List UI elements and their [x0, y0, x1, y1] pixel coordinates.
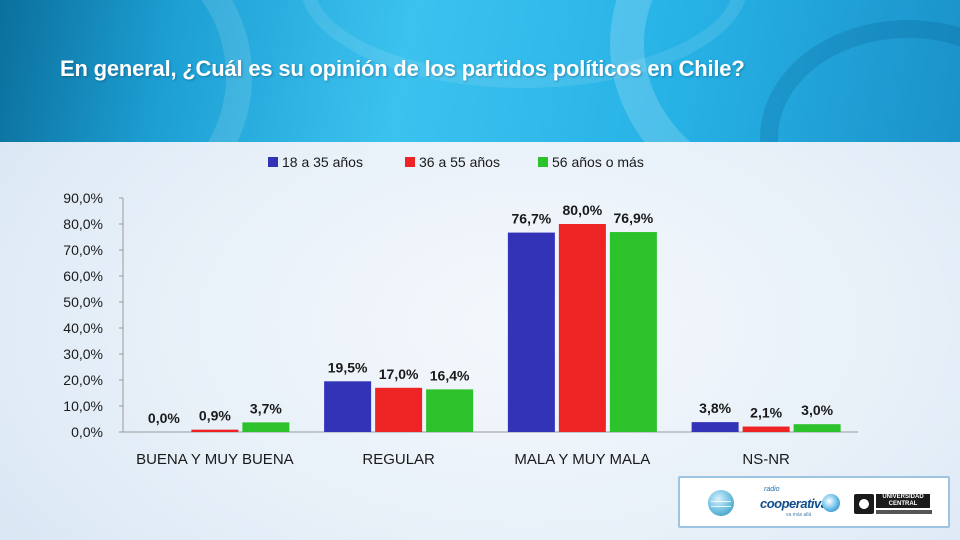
- data-label: 3,8%: [699, 400, 731, 416]
- x-tick-label: BUENA Y MUY BUENA: [136, 451, 294, 468]
- x-tick-label: REGULAR: [362, 451, 435, 468]
- university-name: UNIVERSIDAD CENTRAL: [876, 494, 930, 508]
- bar-2-2: [375, 387, 423, 432]
- x-tick-label: NS-NR: [742, 451, 790, 468]
- y-tick-label: 70,0%: [63, 242, 103, 258]
- bar-1-3: [507, 232, 555, 432]
- data-label: 0,9%: [199, 408, 231, 424]
- y-tick-label: 10,0%: [63, 398, 103, 414]
- legend-label-3: 56 años o más: [552, 154, 644, 170]
- data-label: 3,0%: [801, 402, 833, 418]
- legend-swatch-3: [538, 157, 548, 167]
- bar-3-4: [793, 424, 841, 432]
- data-label: 16,4%: [430, 367, 470, 383]
- y-tick-label: 0,0%: [71, 424, 103, 440]
- bar-2-1: [191, 429, 239, 432]
- universidad-central-logo-icon: UNIVERSIDAD CENTRAL: [854, 494, 932, 516]
- bar-2-4: [742, 426, 790, 432]
- legend-label-2: 36 a 55 años: [419, 154, 500, 170]
- bar-3-1: [242, 422, 290, 432]
- footer-logos: radio cooperativa va más allá UNIVERSIDA…: [678, 476, 950, 528]
- y-tick-label: 40,0%: [63, 320, 103, 336]
- x-tick-label: MALA Y MUY MALA: [514, 451, 650, 468]
- cooperativa-swirl-icon: [822, 494, 840, 512]
- bar-chart: 18 a 35 años 36 a 55 años 56 años o más 0,0…: [63, 154, 858, 468]
- y-tick-label: 20,0%: [63, 372, 103, 388]
- crest-icon: [854, 494, 874, 514]
- legend-swatch-1: [268, 157, 278, 167]
- y-tick-label: 60,0%: [63, 268, 103, 284]
- y-tick-label: 50,0%: [63, 294, 103, 310]
- legend-label-1: 18 a 35 años: [282, 154, 363, 170]
- data-label: 76,7%: [512, 211, 552, 227]
- y-tick-label: 80,0%: [63, 216, 103, 232]
- bar-2-3: [558, 224, 606, 432]
- data-label: 2,1%: [750, 405, 782, 421]
- data-label: 19,5%: [328, 359, 368, 375]
- bar-3-2: [426, 389, 474, 432]
- cooperativa-small-text: radio: [764, 486, 780, 493]
- data-label: 76,9%: [614, 210, 654, 226]
- y-tick-label: 90,0%: [63, 190, 103, 206]
- data-label: 3,7%: [250, 400, 282, 416]
- globe-logo-icon: [708, 490, 734, 516]
- data-label: 17,0%: [379, 366, 419, 382]
- data-label: 80,0%: [563, 202, 603, 218]
- cooperativa-logo-icon: radio cooperativa va más allá: [760, 486, 850, 522]
- y-tick-label: 30,0%: [63, 346, 103, 362]
- bar-1-4: [691, 422, 739, 432]
- university-motto-bar: [876, 510, 932, 514]
- slide-title: En general, ¿Cuál es su opinión de los p…: [60, 56, 745, 81]
- cooperativa-tagline: va más allá: [786, 512, 812, 518]
- legend-swatch-2: [405, 157, 415, 167]
- bar-1-2: [324, 381, 372, 432]
- bar-3-3: [609, 232, 657, 432]
- data-label: 0,0%: [148, 410, 180, 426]
- header-banner: En general, ¿Cuál es su opinión de los p…: [0, 0, 960, 142]
- cooperativa-brand-text: cooperativa: [760, 496, 828, 511]
